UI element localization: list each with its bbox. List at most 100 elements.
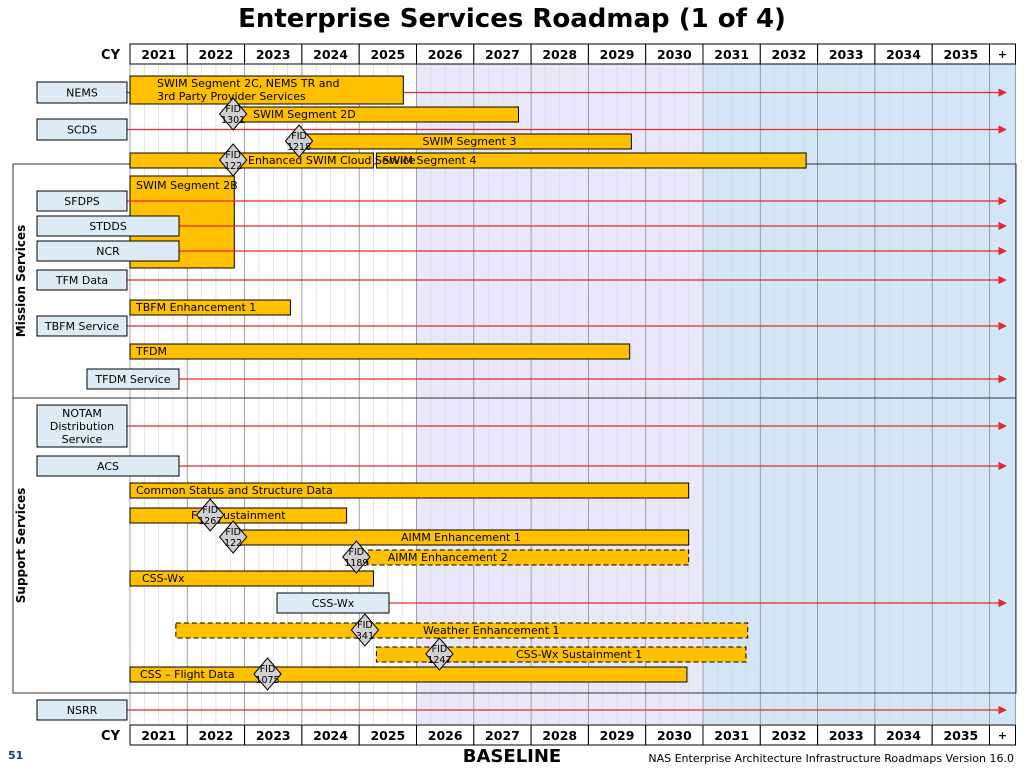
group-label-support-services: Support Services xyxy=(14,488,28,603)
service-box-tfdm-service[interactable] xyxy=(86,368,180,390)
milestone-label: FID xyxy=(291,131,307,142)
bar-label: SWIM Segment 2C, NEMS TR and xyxy=(157,77,339,90)
bar-label: TFDM xyxy=(135,345,167,358)
group-frame-support-services xyxy=(12,397,1017,694)
bar-label: TBFM Enhancement 1 xyxy=(135,301,256,314)
year-label-2022: 2022 xyxy=(199,728,234,743)
service-box-css-wx[interactable] xyxy=(276,592,390,614)
cy-label: CY xyxy=(101,48,121,63)
year-label-2032: 2032 xyxy=(772,47,807,62)
plus-label: + xyxy=(998,729,1007,742)
year-label-2025: 2025 xyxy=(370,47,405,62)
service-label: NOTAM xyxy=(62,407,102,420)
bar-label: CSS-Wx Sustainment 1 xyxy=(516,648,642,661)
year-label-2030: 2030 xyxy=(657,47,692,62)
milestone-label: FID xyxy=(202,505,218,516)
service-box-sfdps[interactable] xyxy=(36,190,128,212)
bar-enhanced-swim-cloud-service[interactable] xyxy=(129,152,375,169)
year-label-2031: 2031 xyxy=(714,728,749,743)
service-label: TFDM Service xyxy=(94,373,170,386)
milestone-label: FID xyxy=(260,664,276,675)
service-label: SCDS xyxy=(67,124,97,137)
service-box-nems[interactable] xyxy=(36,81,128,104)
bar-tbfm-enhancement-1[interactable] xyxy=(129,299,291,316)
year-label-2021: 2021 xyxy=(141,728,176,743)
service-label: SFDPS xyxy=(64,195,99,208)
bar-label: 3rd Party Provider Services xyxy=(157,90,306,103)
milestone-fid-122[interactable] xyxy=(218,520,248,554)
bar-label: Enhanced SWIM Cloud Service xyxy=(248,154,416,167)
milestone-fid-1267[interactable] xyxy=(195,498,225,532)
year-label-2027: 2027 xyxy=(485,728,520,743)
service-box-tfm-data[interactable] xyxy=(36,269,128,291)
year-label-2021: 2021 xyxy=(141,47,176,62)
bar-fns-sustainment[interactable] xyxy=(129,507,348,524)
bar-label: Common Status and Structure Data xyxy=(136,484,333,497)
service-box-tbfm-service[interactable] xyxy=(36,315,128,337)
page-number: 51 xyxy=(8,749,24,762)
year-label-2031: 2031 xyxy=(714,47,749,62)
year-label-2027: 2027 xyxy=(485,47,520,62)
year-label-2025: 2025 xyxy=(370,728,405,743)
bar-label: SWIM Segment 2D xyxy=(253,108,356,121)
service-label: ACS xyxy=(97,460,119,473)
footer-note: NAS Enterprise Architecture Infrastructu… xyxy=(648,752,1014,765)
bar-tfdm[interactable] xyxy=(129,343,631,360)
milestone-label: 1301 xyxy=(221,115,245,126)
bar-css-wx[interactable] xyxy=(129,570,375,587)
milestone-label: 1075 xyxy=(255,675,279,686)
year-label-2032: 2032 xyxy=(772,728,807,743)
milestone-fid-122[interactable] xyxy=(218,143,248,177)
bar-label: SWIM Segment 2B xyxy=(136,179,238,192)
cy-label: CY xyxy=(101,729,121,744)
year-label-2033: 2033 xyxy=(829,728,864,743)
bar-weather-enhancement-1[interactable] xyxy=(175,622,749,639)
service-label: TFM Data xyxy=(55,274,108,287)
milestone-label: FID xyxy=(225,104,241,115)
milestone-label: FID xyxy=(349,547,365,558)
milestone-fid-1218[interactable] xyxy=(284,124,314,158)
bar-common-status-and-structure-data[interactable] xyxy=(129,482,690,499)
bar-css-wx-sustainment-1[interactable] xyxy=(375,646,747,663)
milestone-fid-1189[interactable] xyxy=(342,540,371,574)
service-box-notam-distribution-service[interactable] xyxy=(36,404,128,448)
year-label-2024: 2024 xyxy=(313,728,348,743)
milestone-label: 1218 xyxy=(287,142,311,153)
service-label: Distribution xyxy=(50,420,114,433)
page-title: Enterprise Services Roadmap (1 of 4) xyxy=(238,4,786,34)
year-label-2029: 2029 xyxy=(600,728,635,743)
year-label-2023: 2023 xyxy=(256,728,291,743)
year-label-2026: 2026 xyxy=(428,728,463,743)
service-label: CSS-Wx xyxy=(312,597,355,610)
milestone-fid-1247[interactable] xyxy=(425,637,454,671)
milestone-label: FID xyxy=(357,620,373,631)
bar-swim-segment-4[interactable] xyxy=(375,152,807,169)
year-label-2034: 2034 xyxy=(886,47,921,62)
year-label-2023: 2023 xyxy=(256,47,291,62)
milestone-label: FID xyxy=(432,644,448,655)
year-label-2030: 2030 xyxy=(657,728,692,743)
milestone-label: 1247 xyxy=(427,655,451,666)
bar-label: AIMM Enhancement 2 xyxy=(388,551,508,564)
baseline-label: BASELINE xyxy=(462,746,562,767)
service-box-stdds[interactable] xyxy=(36,215,180,237)
year-label-2024: 2024 xyxy=(313,47,348,62)
bar-label: CSS – Flight Data xyxy=(140,668,235,681)
service-box-acs[interactable] xyxy=(36,455,180,477)
milestone-label: FID xyxy=(225,527,241,538)
service-box-ncr[interactable] xyxy=(36,240,180,262)
milestone-fid-341[interactable] xyxy=(350,613,380,647)
plus-label: + xyxy=(998,48,1007,61)
service-label: STDDS xyxy=(89,220,127,233)
year-header-cell xyxy=(989,724,1016,746)
service-box-nsrr[interactable] xyxy=(36,699,128,721)
band-far-term xyxy=(703,64,1016,724)
milestone-fid-1301[interactable] xyxy=(218,97,248,131)
year-label-2034: 2034 xyxy=(886,728,921,743)
year-label-2035: 2035 xyxy=(943,47,978,62)
service-box-scds[interactable] xyxy=(36,118,128,141)
year-label-2033: 2033 xyxy=(829,47,864,62)
year-header-cell xyxy=(989,43,1016,65)
bar-swim-segment-2c-nems-tr-and-3rd-party-provider-services[interactable] xyxy=(129,75,404,105)
milestone-fid-1075[interactable] xyxy=(253,657,282,691)
